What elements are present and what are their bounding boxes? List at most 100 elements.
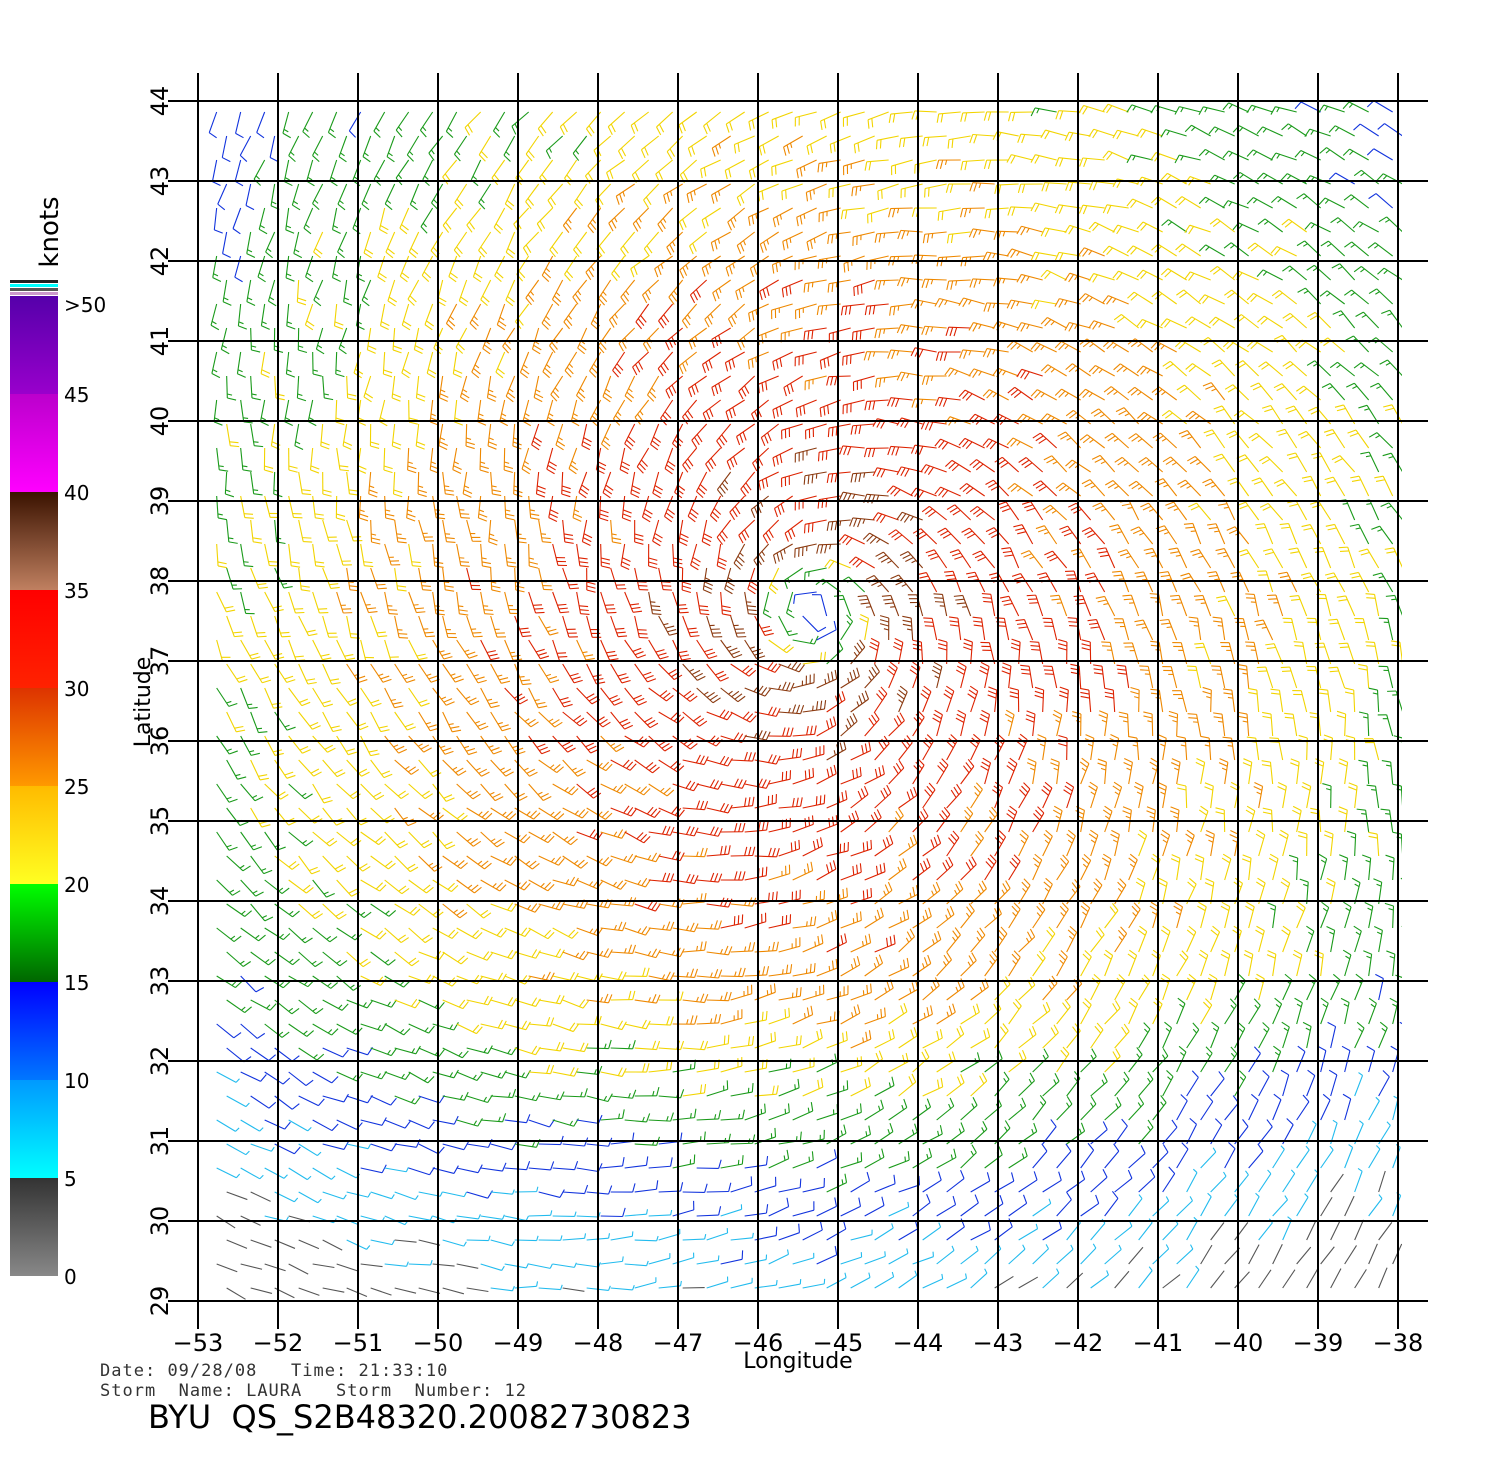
wind-barb: [1078, 388, 1105, 401]
wind-barb: [1008, 902, 1021, 929]
wind-barb: [1025, 710, 1036, 737]
wind-barb: [550, 375, 564, 402]
wind-barb: [949, 549, 972, 569]
wind-barb: [672, 1108, 697, 1121]
wind-barb: [658, 1228, 681, 1241]
colorbar-cap-stripe: [10, 292, 58, 295]
wind-barb: [850, 1229, 873, 1241]
wind-barb: [1323, 429, 1346, 449]
wind-barb: [744, 1204, 769, 1217]
wind-barb: [805, 423, 827, 440]
wind-barb: [958, 389, 985, 401]
wind-barb: [888, 1201, 910, 1217]
wind-barb: [1080, 1142, 1095, 1169]
wind-barb: [888, 909, 910, 929]
wind-barb: [1202, 686, 1212, 713]
wind-barb: [897, 229, 923, 240]
wind-barb: [586, 948, 613, 958]
wind-barb: [1079, 757, 1090, 785]
lon-tick-label: −47: [653, 1329, 704, 1357]
wind-barb: [730, 1277, 753, 1289]
wind-barb: [668, 279, 684, 305]
wind-barb: [960, 1097, 978, 1121]
wind-barb: [1198, 148, 1225, 161]
wind-barb: [562, 207, 578, 233]
wind-barb: [696, 1159, 722, 1169]
wind-barb: [711, 135, 731, 157]
wind-barb: [384, 735, 407, 754]
wind-barb: [312, 1119, 339, 1132]
wind-barb: [562, 711, 588, 727]
wind-barb: [1008, 1097, 1027, 1121]
wind-barb: [1330, 1173, 1344, 1193]
wind-barb: [1032, 480, 1058, 497]
wind-barb: [599, 495, 609, 522]
wind-barb: [1382, 452, 1402, 472]
wind-barb: [360, 1263, 383, 1268]
wind-barb: [736, 183, 756, 206]
wind-barb: [552, 971, 579, 982]
wind-barb: [1064, 272, 1091, 283]
wind-barb: [240, 543, 254, 568]
wind-barb: [1248, 1244, 1260, 1265]
wind-barb: [490, 663, 511, 684]
wind-barb: [852, 231, 875, 246]
wind-barb: [1109, 524, 1130, 545]
wind-barb: [1345, 335, 1370, 353]
wind-barb: [1341, 1045, 1351, 1073]
wind-barb: [720, 1109, 745, 1121]
wind-barb: [935, 351, 961, 361]
wind-barb: [1126, 104, 1153, 113]
wind-barb: [1370, 382, 1394, 401]
wind-barb: [250, 327, 261, 353]
wind-barb: [1395, 974, 1402, 983]
wind-barb: [655, 159, 674, 183]
wind-barb: [291, 183, 301, 211]
wind-barb: [250, 807, 271, 828]
wind-barb: [634, 1180, 659, 1193]
wind-barb: [407, 447, 417, 474]
wind-barb: [634, 994, 661, 1004]
wind-barb: [576, 1212, 601, 1218]
wind-barb: [982, 438, 1009, 450]
wind-barb: [226, 1191, 248, 1201]
wind-barb: [716, 519, 732, 545]
wind-barb: [274, 711, 296, 731]
wind-barb: [1090, 1169, 1108, 1193]
wind-barb: [678, 519, 689, 546]
wind-barb: [528, 591, 545, 614]
wind-barb: [1056, 1096, 1073, 1121]
wind-barb: [792, 963, 816, 977]
wind-barb: [648, 543, 658, 569]
wind-barb: [969, 733, 981, 761]
wind-barb: [1059, 686, 1069, 713]
wind-barb: [505, 231, 516, 259]
wind-barb: [1036, 734, 1047, 761]
wind-barb: [701, 351, 721, 374]
wind-barb: [466, 1235, 491, 1242]
wind-barb: [222, 279, 232, 306]
wind-barb: [336, 543, 352, 566]
wind-barb: [796, 207, 817, 227]
wind-barb: [337, 231, 348, 259]
wind-barb: [535, 471, 546, 498]
wind-barb: [778, 1278, 802, 1289]
wind-barb: [1215, 807, 1226, 833]
wind-barb: [305, 255, 314, 283]
wind-barb: [1266, 950, 1277, 977]
wind-barb: [874, 979, 894, 1001]
wind-barb: [875, 135, 899, 150]
wind-barb: [1344, 1195, 1355, 1217]
wind-barb: [922, 1171, 942, 1193]
wind-barb: [456, 1214, 481, 1220]
wind-barb: [682, 447, 698, 473]
wind-barb: [1139, 665, 1154, 689]
wind-barb: [546, 447, 557, 475]
wind-barb: [634, 711, 659, 729]
wind-barb: [490, 615, 507, 638]
wind-barb: [1102, 805, 1113, 833]
wind-barb: [1344, 241, 1370, 257]
wind-barb: [706, 897, 733, 908]
wind-barb: [1380, 502, 1402, 521]
wind-barb: [1160, 129, 1187, 138]
